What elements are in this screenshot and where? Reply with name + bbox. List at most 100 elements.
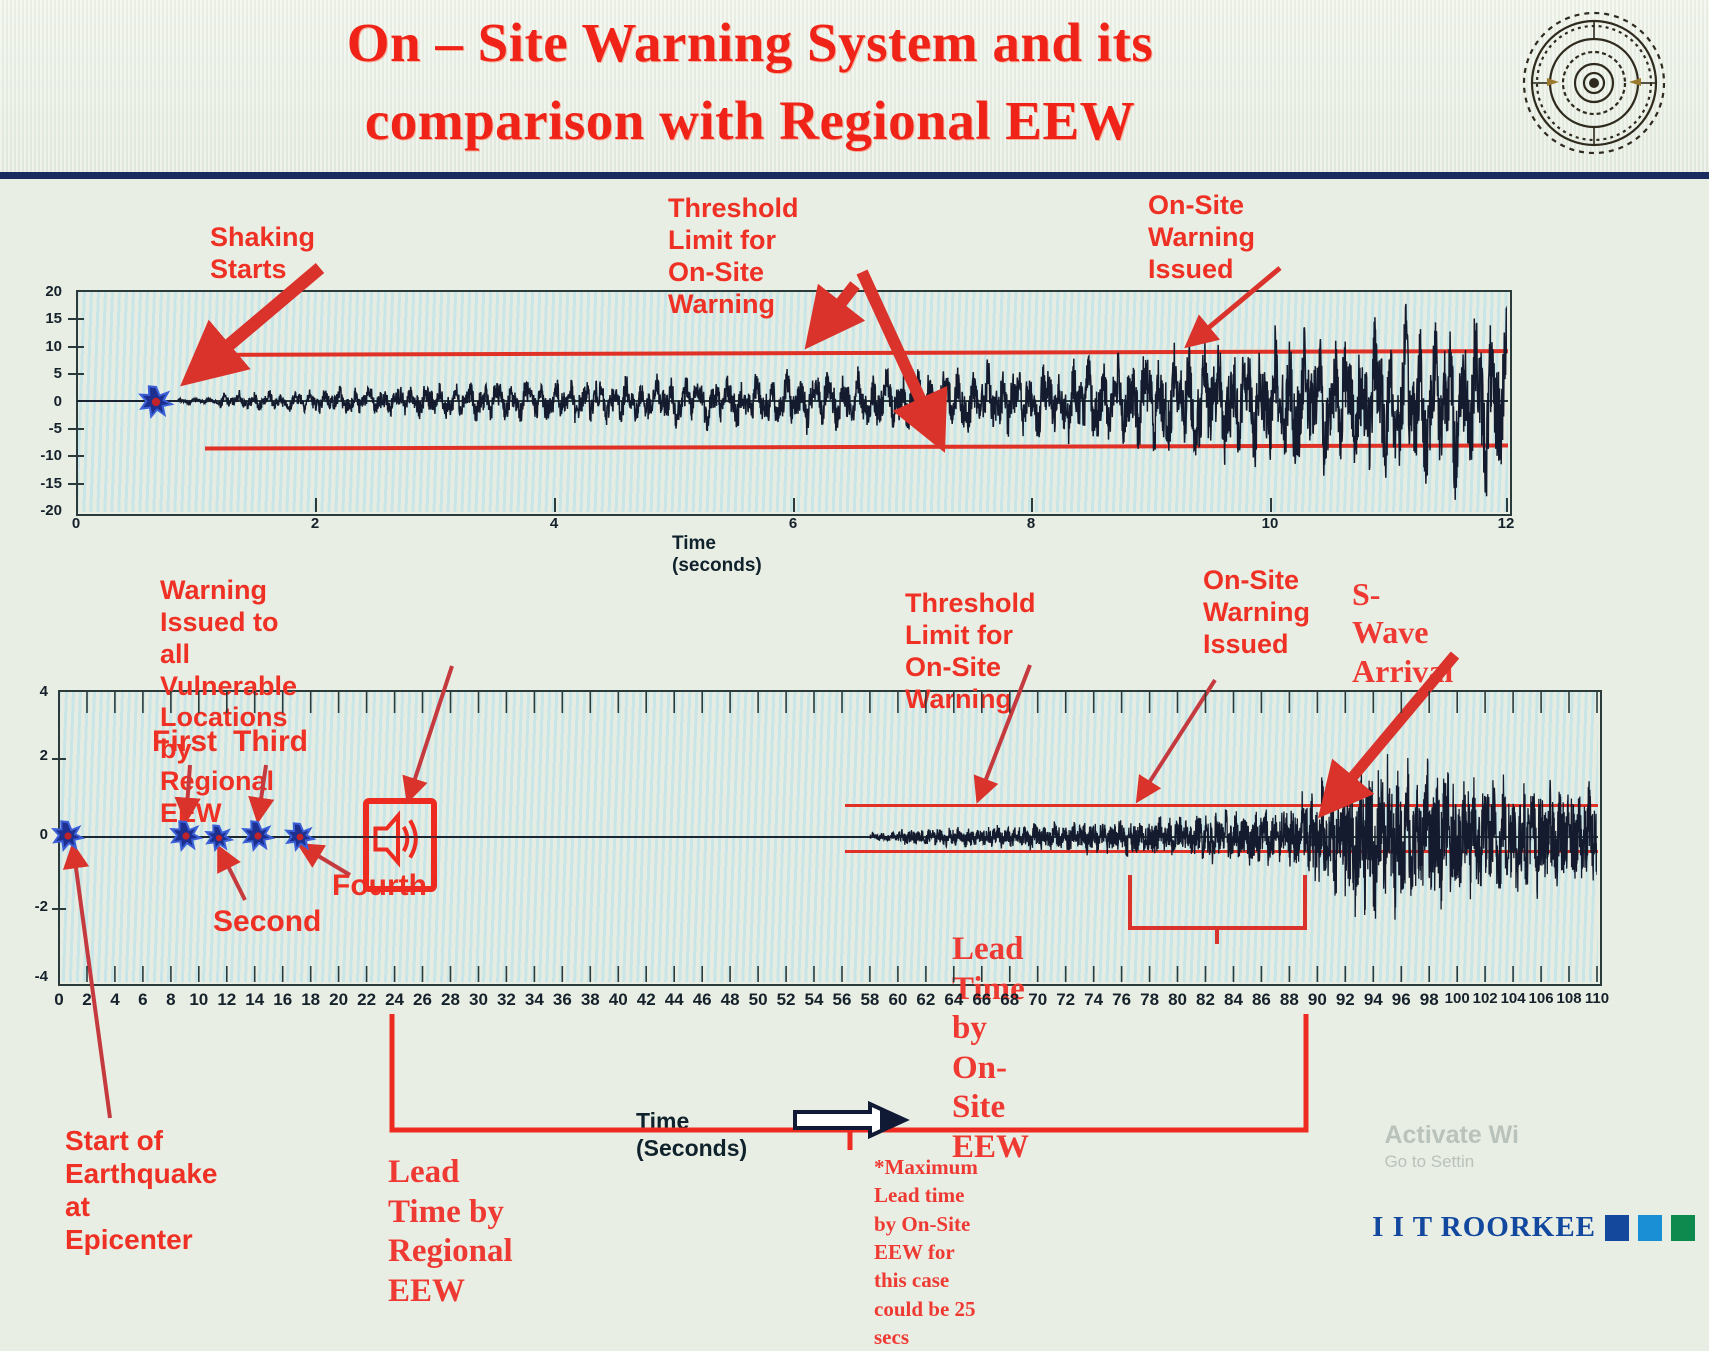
chart2-xtick: 78 (1140, 990, 1160, 1009)
chart2-xtick: 26 (413, 990, 432, 1009)
chart1-xtickmark (76, 498, 78, 512)
chart1-xtickmark (315, 498, 317, 512)
chart2-xtick: 16 (273, 990, 293, 1009)
chart2-xtick: 68 (1000, 990, 1020, 1009)
chart1-xtickmark (793, 498, 795, 512)
chart2-xtick: 48 (720, 990, 740, 1009)
anno-third: Third (233, 725, 308, 758)
watermark-line1: Activate Wi (1384, 1120, 1519, 1149)
chart1-ytickmark (68, 318, 84, 320)
anno-start-line1: Start of (65, 1125, 163, 1156)
anno-threshold-limit-line1: Threshold Limit for (668, 193, 799, 255)
chart2-xtick: 4 (110, 990, 120, 1009)
anno-first: First (152, 725, 218, 758)
windows-activation-watermark: Activate Wi Go to Settin (1384, 1120, 1519, 1173)
chart1-xtick: 4 (549, 515, 559, 532)
anno-regional-warning-line2: Locations by Regional EEW (160, 702, 288, 829)
chart1-x-axis-label: Time (seconds) (672, 533, 762, 576)
page-title-line2: comparison with Regional EEW (364, 90, 1136, 152)
chart2-xtick: 22 (357, 990, 377, 1009)
watermark-line2: Go to Settin (1384, 1151, 1475, 1171)
anno-onsite-warning-line1: On-Site Warning (1148, 190, 1255, 252)
chart2-xtick: 0 (54, 990, 64, 1009)
chart1-xtickmark (1270, 498, 1272, 512)
chart2-xtick: 34 (524, 990, 544, 1009)
chart1-zero-line (76, 400, 1508, 402)
anno-threshold-limit2-line2: On-Site Warning (905, 651, 1012, 714)
chart1-ytickmark (68, 455, 84, 457)
chart2-xtick: 74 (1084, 990, 1104, 1009)
anno-second: Second (213, 905, 322, 938)
anno-onsite-warning-issued-2: On-Site Warning Issued (1203, 565, 1310, 661)
chart2-x-axis-label: Time (Seconds) (636, 1108, 748, 1161)
chart1-xtick: 12 (1497, 515, 1515, 532)
chart1-xtick: 10 (1261, 515, 1279, 532)
chart1-ytick: 20 (45, 283, 62, 300)
chart2-xtick: 28 (441, 990, 460, 1009)
anno-swave-line1: S-Wave (1352, 576, 1429, 651)
chart1-xtick: 6 (788, 515, 798, 532)
chart2-xtick: 100 (1444, 990, 1470, 1007)
chart2-xtick: 86 (1251, 990, 1271, 1009)
anno-start-of-earthquake: Start of Earthquake at Epicenter (65, 1124, 218, 1256)
chart1-xtick: 2 (310, 515, 320, 532)
chart2-xtick: 92 (1335, 990, 1355, 1009)
chart1-xtick: 0 (71, 515, 81, 532)
bracket-lead-time-regional (389, 1014, 1309, 1150)
footer-swatch-2 (1638, 1214, 1662, 1241)
chart2-ytickmark (52, 758, 66, 760)
chart2-xtick: 104 (1500, 990, 1526, 1007)
chart2-xtick: 6 (138, 990, 148, 1009)
chart1-ytick: 10 (45, 338, 62, 355)
page-title: On – Site Warning System and its compari… (150, 4, 1350, 160)
chart2-xtick: 44 (664, 990, 684, 1009)
chart1-ytick: -10 (40, 447, 62, 464)
chart1-frame (76, 290, 1512, 516)
slide-header: On – Site Warning System and its compari… (0, 0, 1709, 179)
footer-institute-name: I I T ROORKEE (1372, 1211, 1596, 1243)
chart2-xtick: 14 (245, 990, 265, 1009)
chart2-xtick: 82 (1196, 990, 1215, 1009)
chart2-xtick: 46 (692, 990, 712, 1009)
chart2-xtick: 8 (166, 990, 176, 1009)
chart2-ytick: 2 (39, 747, 48, 764)
chart2-xtick: 110 (1584, 990, 1610, 1007)
chart2-xtick: 50 (748, 990, 768, 1009)
anno-onsite2-line3: Issued (1203, 628, 1289, 659)
chart2-xtick: 106 (1528, 990, 1554, 1007)
chart2-xtick: 108 (1556, 990, 1582, 1007)
anno-s-wave-arrival: S-Wave Arrival (1352, 575, 1453, 690)
chart2-ytick: -4 (34, 968, 48, 985)
page-title-line1: On – Site Warning System and its (346, 12, 1154, 73)
footer-swatch-1 (1605, 1214, 1629, 1241)
chart2-threshold-upper (845, 804, 1598, 807)
chart2-xtick: 88 (1279, 990, 1299, 1009)
anno-regional-warning: Warning Issued to all Vulnerable Locatio… (160, 575, 297, 830)
chart1-ytickmark (68, 373, 84, 375)
anno-threshold-limit-1: Threshold Limit for On-Site Warning (668, 193, 799, 320)
chart2-ytick: 4 (39, 683, 48, 700)
time-direction-arrow-icon (793, 1100, 910, 1140)
iit-roorkee-footer-logo: I I T ROORKEE (1372, 1211, 1695, 1244)
chart2-xtick: 94 (1363, 990, 1383, 1009)
anno-onsite-warning-issued-1: On-Site Warning Issued (1148, 190, 1255, 286)
chart1-xtickmark (1506, 498, 1508, 512)
anno-footnote-line2: could be 25 secs (874, 1296, 976, 1350)
anno-lead-time-onsite: Lead Time by On-Site EEW (952, 931, 1030, 1165)
chart2-xtick: 58 (860, 990, 880, 1009)
anno-onsite2-line1: On-Site (1203, 565, 1300, 595)
anno-threshold-limit-2: Threshold Limit for On-Site Warning (905, 588, 1036, 715)
anno-footnote: *Maximum Lead time by On-Site EEW for th… (874, 1153, 978, 1351)
chart2-ytickmark (52, 908, 66, 910)
chart2-xtick: 30 (468, 990, 488, 1009)
chart2-xtick: 72 (1056, 990, 1076, 1009)
chart2-xtick: 62 (916, 990, 936, 1009)
chart2-xtick: 12 (217, 990, 237, 1009)
chart2-xtick: 56 (832, 990, 852, 1009)
anno-onsite-warning-line2: Issued (1148, 253, 1234, 284)
chart1-ytick: 5 (53, 365, 62, 382)
chart1-ytickmark (68, 483, 84, 485)
anno-onsite2-line2: Warning (1203, 596, 1310, 627)
chart1-xtickmark (554, 498, 556, 512)
chart1-xtickmark (1031, 498, 1033, 512)
